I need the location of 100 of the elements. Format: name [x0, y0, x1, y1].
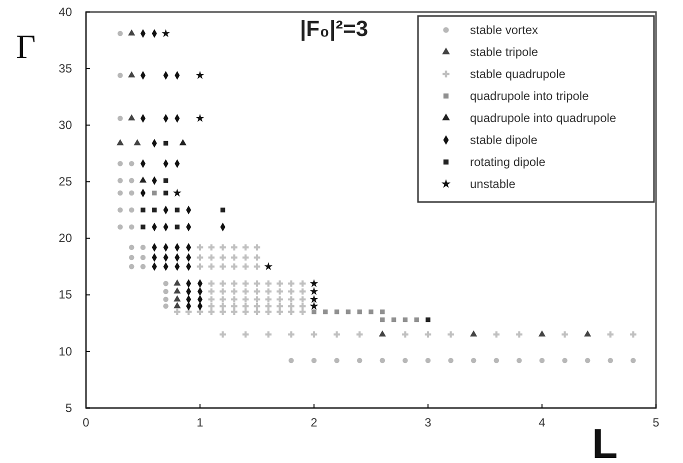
point: [425, 358, 431, 364]
point: [334, 358, 340, 364]
point: [163, 280, 168, 286]
point: [174, 208, 180, 212]
point: [128, 244, 134, 250]
point: [152, 190, 157, 196]
point: [380, 309, 385, 314]
point: [220, 208, 226, 212]
point: [539, 358, 545, 364]
point: [368, 309, 374, 314]
legend-label: quadrupole into quadrupole: [470, 111, 616, 125]
point: [310, 294, 318, 303]
point: [196, 70, 204, 79]
x-tick-label: 1: [196, 416, 204, 430]
point: [608, 358, 614, 364]
point: [140, 254, 146, 260]
point: [584, 330, 592, 337]
point: [174, 287, 181, 294]
point: [179, 139, 186, 146]
point: [426, 317, 430, 322]
point: [140, 244, 146, 250]
x-tick-label: 2: [310, 416, 318, 430]
y-tick-label: 5: [65, 400, 72, 415]
point: [118, 190, 123, 196]
point: [118, 224, 123, 230]
point: [538, 330, 546, 337]
point: [494, 358, 500, 364]
point: [516, 358, 522, 364]
point: [288, 358, 294, 364]
point: [128, 71, 136, 78]
point: [163, 304, 168, 309]
point: [402, 317, 408, 322]
point: [196, 114, 204, 122]
point: [118, 30, 123, 36]
point: [139, 176, 147, 183]
point: [311, 358, 317, 364]
point: [128, 264, 134, 270]
point: [118, 72, 123, 78]
point: [334, 309, 340, 314]
x-tick-label: 5: [652, 416, 660, 430]
point: [162, 29, 170, 38]
point: [174, 295, 181, 302]
y-axis-title: Γ: [16, 29, 36, 66]
point: [174, 279, 181, 286]
point: [118, 160, 123, 166]
point: [323, 309, 328, 314]
point: [310, 279, 318, 288]
legend-label: rotating dipole: [470, 155, 546, 169]
x-tick-label: 0: [82, 416, 90, 430]
point: [391, 317, 396, 322]
point: [128, 29, 136, 36]
point: [163, 140, 168, 146]
point: [163, 296, 168, 302]
point: [128, 254, 134, 260]
legend-label: stable vortex: [470, 23, 538, 37]
legend-label: unstable: [470, 177, 516, 191]
point: [152, 208, 157, 212]
point: [140, 224, 146, 230]
point: [310, 287, 318, 296]
point: [312, 309, 316, 314]
x-axis-title: L: [592, 420, 618, 463]
point: [174, 224, 180, 230]
point: [118, 116, 123, 121]
point: [356, 358, 362, 364]
point: [128, 190, 134, 196]
point: [470, 358, 476, 364]
point: [402, 358, 408, 364]
point: [264, 262, 273, 270]
legend-label: quadrupole into tripole: [470, 89, 590, 103]
legend-label: stable tripole: [470, 45, 538, 59]
point: [172, 188, 182, 197]
point: [174, 302, 181, 308]
point: [448, 358, 454, 364]
point: [128, 114, 136, 120]
point: [414, 317, 419, 322]
point: [163, 288, 168, 294]
point: [134, 139, 141, 146]
point: [118, 178, 123, 184]
point: [163, 190, 168, 196]
point: [310, 302, 318, 310]
point: [380, 358, 386, 364]
chart-title: |F₀|²=3: [300, 16, 368, 41]
y-tick-label: 40: [58, 4, 72, 19]
y-tick-label: 20: [58, 231, 72, 246]
point: [140, 208, 146, 212]
point: [163, 178, 168, 183]
point: [470, 330, 478, 337]
y-tick-label: 10: [58, 344, 72, 358]
point: [140, 264, 146, 270]
y-tick-label: 30: [58, 118, 72, 132]
y-tick-label: 35: [58, 61, 72, 76]
y-tick-label: 25: [58, 174, 72, 189]
legend-label: stable quadrupole: [470, 67, 566, 81]
point: [380, 317, 385, 322]
point: [128, 178, 134, 184]
point: [630, 358, 636, 364]
point: [128, 224, 134, 230]
legend-label: stable dipole: [470, 133, 538, 147]
point: [346, 309, 351, 314]
point: [118, 207, 123, 213]
